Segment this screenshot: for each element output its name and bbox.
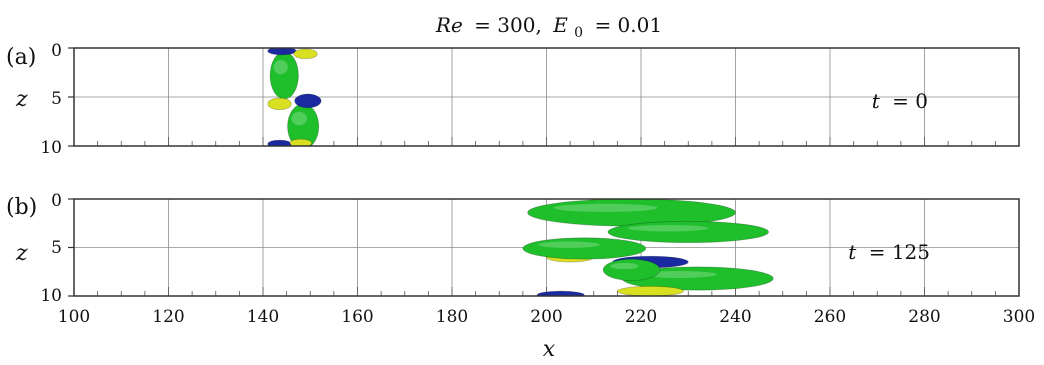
structure-highlight-1 — [291, 111, 308, 126]
structure-green-3 — [607, 220, 769, 244]
panel-a-time-annotation: t = 0 — [872, 89, 928, 113]
panel-b: (b) z 0 5 10 t = 125 — [6, 191, 1020, 306]
panel-b-ytick-0: 0 — [51, 191, 62, 211]
structure-blue-6 — [267, 139, 292, 146]
panel-a-time-symbol: t — [872, 89, 881, 113]
panel-b-ytick-5: 5 — [51, 238, 62, 258]
x-tick-label-220: 220 — [625, 307, 657, 327]
x-tick-label-300: 300 — [1003, 307, 1035, 327]
panel-b-time-value: = 125 — [869, 240, 930, 264]
structure-green-0 — [269, 51, 299, 100]
x-tick-label-100: 100 — [58, 307, 90, 327]
x-axis-label: x — [543, 337, 556, 362]
x-tick-label-260: 260 — [814, 307, 846, 327]
x-tick-label-140: 140 — [247, 307, 279, 327]
structure-highlight-0 — [273, 60, 288, 75]
panel-a-structures — [267, 48, 322, 146]
structure-green-9 — [602, 258, 661, 281]
panel-b-ytick-10: 10 — [40, 286, 62, 306]
panel-a-frame — [73, 47, 1020, 147]
panel-a-yticks: 0 5 10 — [40, 41, 62, 158]
panel-b-structures — [522, 199, 774, 296]
structure-yellow-10 — [616, 285, 684, 296]
structure-highlight-9 — [610, 262, 639, 270]
x-tick-label-120: 120 — [152, 307, 184, 327]
panel-a-ytick-5: 5 — [51, 89, 62, 109]
x-tick-label-200: 200 — [530, 307, 562, 327]
structure-highlight-8 — [641, 270, 717, 278]
panel-a-grid — [68, 47, 1020, 147]
structure-highlight-2 — [553, 203, 658, 212]
title-re-symbol: Re — [435, 13, 463, 37]
structure-highlight-6 — [538, 241, 600, 248]
panel-b-ylabel: z — [15, 241, 28, 266]
x-tick-label-160: 160 — [341, 307, 373, 327]
title-re-value: = 300, — [474, 13, 542, 37]
title-e-value: = 0.01 — [594, 13, 662, 37]
x-axis-tick-labels: 100 120 140 160 180 200 220 240 260 280 300 — [58, 307, 1035, 327]
structure-yellow-3 — [293, 48, 318, 60]
panel-a-ylabel: z — [15, 87, 28, 112]
structure-green-6 — [522, 237, 647, 260]
panel-a-ytick-10: 10 — [40, 138, 62, 158]
panel-b-time-symbol: t — [848, 240, 857, 264]
structure-highlight-3 — [628, 225, 709, 232]
structure-blue-5 — [294, 93, 322, 109]
structure-yellow-4 — [267, 97, 292, 111]
title-e-symbol: E — [552, 13, 568, 37]
x-tick-label-180: 180 — [436, 307, 468, 327]
panel-a-label: (a) — [6, 45, 36, 70]
figure-title: Re = 300, E 0 = 0.01 — [435, 13, 662, 42]
panel-a-ytick-0: 0 — [51, 41, 62, 61]
panel-b-frame — [73, 198, 1020, 297]
panel-b-time-annotation: t = 125 — [848, 240, 930, 264]
structure-blue-11 — [536, 290, 585, 296]
title-e-subscript: 0 — [574, 25, 583, 41]
panel-b-yticks: 0 5 10 — [40, 191, 62, 306]
x-tick-label-280: 280 — [908, 307, 940, 327]
panel-a: (a) z 0 5 10 t = 0 — [6, 41, 1020, 158]
x-tick-label-240: 240 — [719, 307, 751, 327]
structure-yellow-7 — [289, 138, 313, 146]
panel-b-label: (b) — [6, 195, 37, 220]
panel-a-time-value: = 0 — [892, 89, 928, 113]
